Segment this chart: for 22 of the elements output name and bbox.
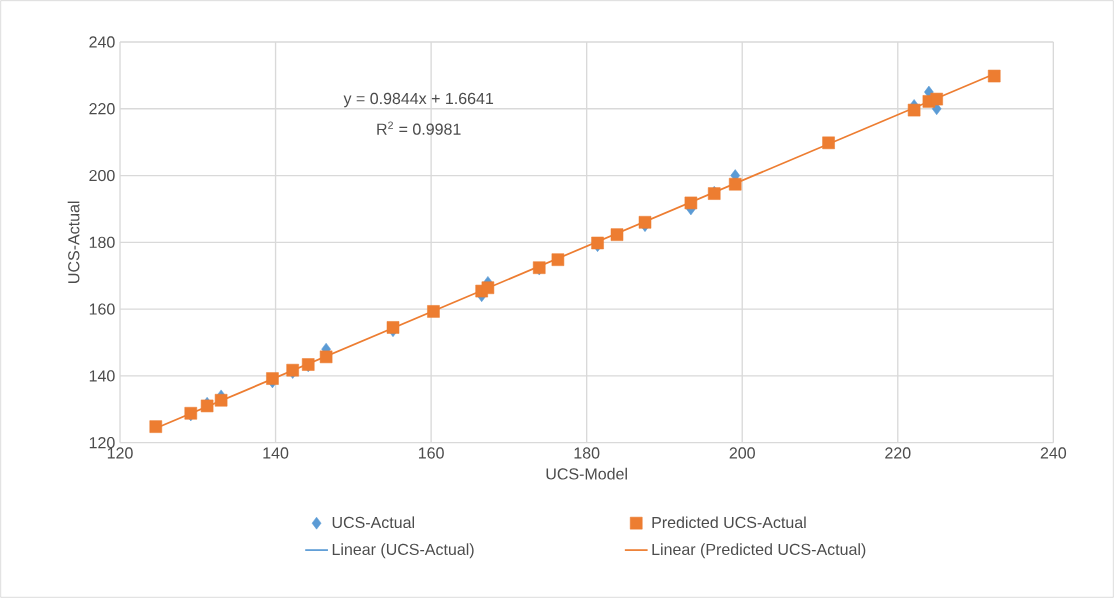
legend-label: Predicted UCS-Actual [652, 516, 806, 529]
y-tick-label: 220 [89, 103, 115, 115]
x-tick-label: 220 [885, 447, 911, 459]
legend-label: Linear (UCS-Actual) [332, 543, 474, 559]
y-tick-label: 160 [89, 303, 115, 315]
x-tick-label: 160 [418, 447, 444, 459]
legend-label: UCS-Actual [332, 516, 414, 529]
x-axis-title: UCS-Model [546, 467, 627, 480]
y-axis-title: UCS-Actual [67, 201, 80, 283]
y-tick-label: 240 [89, 36, 115, 48]
y-tick-label: 180 [89, 236, 115, 248]
x-tick-label: 120 [107, 447, 133, 459]
y-tick-label: 200 [89, 169, 115, 182]
y-tick-label: 120 [89, 437, 115, 449]
x-tick-label: 200 [729, 447, 755, 459]
annotation: R$^{2}$ = 0.9981 [377, 121, 461, 135]
y-tick-label: 140 [89, 370, 115, 382]
x-tick-label: 140 [263, 447, 289, 459]
x-tick-label: 180 [574, 447, 600, 459]
legend-label: Linear (Predicted UCS-Actual) [652, 543, 866, 559]
annotation: y = 0.9844x + 1.6641 [343, 92, 494, 108]
x-tick-label: 240 [1040, 447, 1067, 459]
